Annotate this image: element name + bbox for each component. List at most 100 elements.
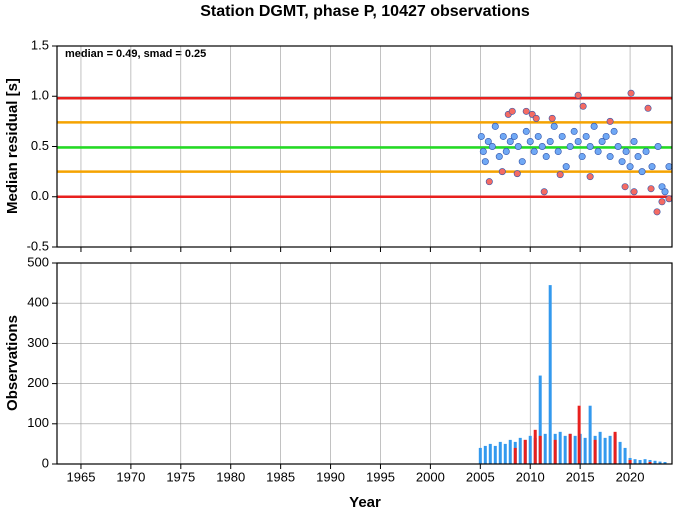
point [647, 185, 655, 193]
bar [478, 447, 482, 464]
x-tick-label: 2010 [516, 469, 545, 484]
point [502, 148, 510, 156]
point [570, 127, 578, 135]
bar [563, 435, 567, 464]
point [586, 143, 594, 151]
point [661, 188, 669, 196]
point [614, 143, 622, 151]
y-tick-label: 0 [42, 455, 49, 470]
bar [633, 459, 637, 464]
y-tick-label: 0.0 [31, 188, 49, 203]
point [522, 127, 530, 135]
plot-frame [56, 262, 673, 465]
point [542, 153, 550, 161]
bar [628, 459, 632, 464]
bar [483, 445, 487, 464]
point [642, 148, 650, 156]
point [627, 89, 635, 97]
point [534, 132, 542, 140]
point [638, 168, 646, 176]
point [644, 104, 652, 112]
y-axis-label: Observations [4, 315, 21, 411]
y-tick-label: 200 [27, 375, 49, 390]
point [522, 107, 530, 115]
point [594, 148, 602, 156]
point [654, 143, 662, 151]
point [481, 158, 489, 166]
point [630, 137, 638, 145]
y-axis-label: Median residual [s] [4, 78, 21, 214]
point [485, 178, 493, 186]
point [562, 163, 570, 171]
bar [623, 447, 627, 464]
point [488, 143, 496, 151]
bar [608, 435, 612, 464]
point [665, 195, 673, 203]
x-tick-label: 1990 [316, 469, 345, 484]
bar [583, 437, 587, 464]
point [498, 168, 506, 176]
y-tick-label: 400 [27, 295, 49, 310]
point [518, 158, 526, 166]
bar [528, 435, 532, 464]
x-tick-label: 1965 [67, 469, 96, 484]
bar [498, 441, 502, 464]
point [590, 122, 598, 130]
point [495, 153, 503, 161]
point [658, 183, 666, 191]
x-tick-label: 1980 [216, 469, 245, 484]
point [648, 163, 656, 171]
plot-frame [56, 45, 673, 248]
bar [558, 431, 562, 464]
x-axis-label: Year [349, 494, 381, 511]
point [526, 137, 534, 145]
point [499, 132, 507, 140]
bar [513, 447, 517, 464]
x-tick-label: 1995 [366, 469, 395, 484]
bar [593, 439, 597, 464]
y-tick-label: -0.5 [27, 238, 49, 253]
point [626, 163, 634, 171]
x-tick-label: 2015 [566, 469, 595, 484]
bar [603, 437, 607, 464]
bar [543, 433, 547, 464]
x-tick-label: 2000 [416, 469, 445, 484]
bar [538, 435, 542, 464]
point [510, 132, 518, 140]
point [538, 143, 546, 151]
point [610, 127, 618, 135]
point [621, 183, 629, 191]
bar [568, 433, 572, 464]
point [484, 137, 492, 145]
point [566, 143, 574, 151]
point [630, 188, 638, 196]
y-tick-label: 100 [27, 415, 49, 430]
y-tick-label: 500 [27, 254, 49, 269]
bar [573, 435, 577, 464]
point [546, 137, 554, 145]
point [506, 137, 514, 145]
bar [598, 431, 602, 464]
x-tick-label: 1975 [166, 469, 195, 484]
point [586, 173, 594, 181]
point [606, 117, 614, 125]
point [606, 153, 614, 161]
y-tick-label: 300 [27, 335, 49, 350]
point [540, 188, 548, 196]
annotation: median = 0.49, smad = 0.25 [65, 48, 206, 60]
bar [658, 461, 662, 464]
bar [533, 429, 537, 464]
x-tick-label: 1970 [116, 469, 145, 484]
point [574, 137, 582, 145]
point [550, 122, 558, 130]
point [598, 137, 606, 145]
point [665, 163, 673, 171]
bar [488, 443, 492, 464]
point [508, 107, 516, 115]
point [618, 158, 626, 166]
point [513, 170, 521, 178]
point [658, 198, 666, 206]
bar [508, 439, 512, 464]
bar [553, 439, 557, 464]
